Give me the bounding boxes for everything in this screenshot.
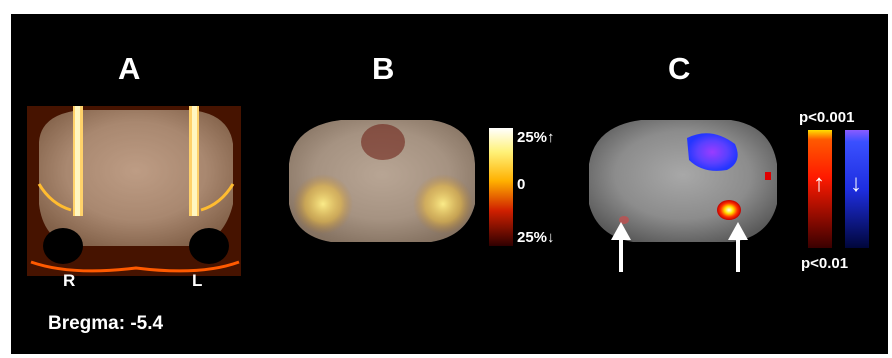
white-arrow-icon (728, 222, 748, 272)
scale-top-label: 25%↑ (517, 129, 555, 146)
p-value-top-label: p<0.001 (799, 109, 855, 126)
down-arrow-icon: ↓ (850, 170, 862, 197)
white-arrow-icon (611, 222, 631, 272)
figure-canvas: A B C R L Bregma: -5.4 25%↑ 0 25%↓ p<0.0… (11, 14, 888, 354)
p-value-bottom-label: p<0.01 (801, 255, 849, 272)
panel-b-image (289, 120, 513, 246)
up-arrow-icon: ↑ (813, 170, 825, 197)
panel-a-image (27, 106, 241, 276)
panel-a-letter: A (118, 51, 141, 86)
panel-c-letter: C (668, 51, 691, 86)
panel-b-letter: B (372, 51, 395, 86)
bregma-label: Bregma: -5.4 (48, 313, 164, 334)
figure-graphics (27, 106, 869, 276)
scale-bottom-label: 25%↓ (517, 229, 555, 246)
side-label-right: R (63, 271, 76, 290)
scale-mid-label: 0 (517, 176, 526, 193)
panel-c-image (589, 120, 869, 248)
side-label-left: L (192, 271, 203, 290)
